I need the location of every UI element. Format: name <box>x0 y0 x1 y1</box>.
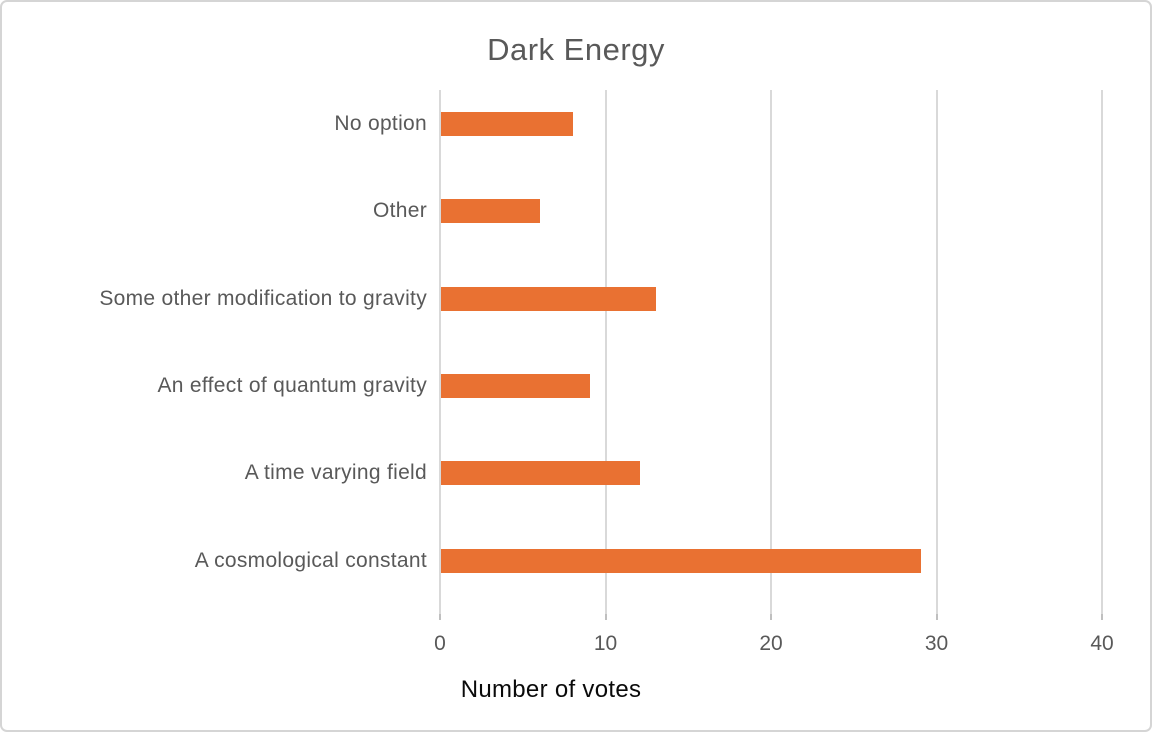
x-tick-label-0: 0 <box>434 632 446 655</box>
tick-mark-30 <box>935 614 938 620</box>
chart-title: Dark Energy <box>487 32 665 67</box>
gridline-0 <box>439 90 441 614</box>
gridline-20 <box>770 90 772 614</box>
bar-a-time-varying-field <box>441 461 640 486</box>
bar-an-effect-of-quantum-gravity <box>441 374 590 398</box>
bar-a-cosmological-constant <box>441 548 921 573</box>
category-label-other: Other <box>372 199 427 223</box>
gridline-30 <box>935 90 938 614</box>
x-tick-label-10: 10 <box>593 632 618 655</box>
bar-some-other-modification-to-gravity <box>441 286 657 311</box>
x-tick-label-40: 40 <box>1090 632 1114 655</box>
tick-mark-40 <box>1101 614 1103 620</box>
tick-mark-10 <box>604 614 607 620</box>
x-tick-label-30: 30 <box>924 632 949 655</box>
tick-mark-20 <box>770 614 772 620</box>
category-label-a-cosmological-constant: A cosmological constant <box>194 548 427 572</box>
tick-mark-0 <box>439 614 441 620</box>
category-label-a-time-varying-field: A time varying field <box>244 461 427 485</box>
x-axis-title: Number of votes <box>460 676 642 703</box>
gridline-40 <box>1101 90 1103 614</box>
gridline-10 <box>604 90 607 614</box>
x-tick-label-20: 20 <box>759 632 783 655</box>
bar-no-option <box>441 112 574 136</box>
plot-area <box>439 90 1103 614</box>
bar-other <box>441 199 541 224</box>
category-label-no-option: No option <box>334 112 427 135</box>
category-label-some-other-modification-to-gravity: Some other modification to gravity <box>99 286 427 310</box>
category-label-an-effect-of-quantum-gravity: An effect of quantum gravity <box>157 374 427 397</box>
